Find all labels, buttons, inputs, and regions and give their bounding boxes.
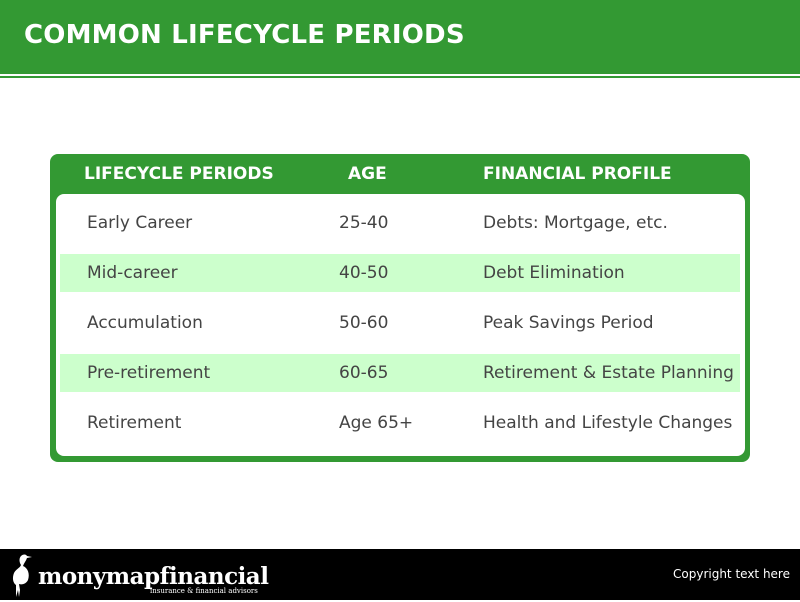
cell-period: Pre-retirement bbox=[87, 363, 211, 383]
cell-age: 40-50 bbox=[339, 263, 389, 283]
copyright-text: Copyright text here bbox=[673, 567, 790, 581]
cell-profile: Retirement & Estate Planning bbox=[483, 363, 734, 383]
title-divider bbox=[0, 76, 800, 78]
cell-age: 60-65 bbox=[339, 363, 389, 383]
cell-period: Retirement bbox=[87, 413, 182, 433]
table-row: Mid-career 40-50 Debt Elimination bbox=[60, 254, 740, 292]
table-row: Early Career 25-40 Debts: Mortgage, etc. bbox=[60, 204, 740, 242]
table-row: Pre-retirement 60-65 Retirement & Estate… bbox=[60, 354, 740, 392]
heron-icon bbox=[10, 552, 36, 602]
cell-profile: Peak Savings Period bbox=[483, 313, 654, 333]
footer-bar: monymapfinancial insurance & financial a… bbox=[0, 549, 800, 600]
slide-title: COMMON LIFECYCLE PERIODS bbox=[24, 20, 465, 50]
cell-period: Early Career bbox=[87, 213, 193, 233]
cell-age: 25-40 bbox=[339, 213, 389, 233]
column-header-profile: FINANCIAL PROFILE bbox=[483, 164, 672, 184]
cell-age: Age 65+ bbox=[339, 413, 414, 433]
cell-profile: Health and Lifestyle Changes bbox=[483, 413, 733, 433]
column-header-period: LIFECYCLE PERIODS bbox=[84, 164, 274, 184]
table-row: Accumulation 50-60 Peak Savings Period bbox=[60, 304, 740, 342]
cell-period: Mid-career bbox=[87, 263, 178, 283]
table-row: Retirement Age 65+ Health and Lifestyle … bbox=[60, 404, 740, 442]
logo-tagline: insurance & financial advisors bbox=[150, 587, 258, 595]
table-body bbox=[56, 194, 745, 456]
cell-profile: Debts: Mortgage, etc. bbox=[483, 213, 668, 233]
cell-profile: Debt Elimination bbox=[483, 263, 625, 283]
cell-period: Accumulation bbox=[87, 313, 203, 333]
logo-wordmark: monymapfinancial bbox=[38, 563, 269, 590]
cell-age: 50-60 bbox=[339, 313, 389, 333]
column-header-age: AGE bbox=[348, 164, 387, 184]
title-bar: COMMON LIFECYCLE PERIODS bbox=[0, 0, 800, 74]
